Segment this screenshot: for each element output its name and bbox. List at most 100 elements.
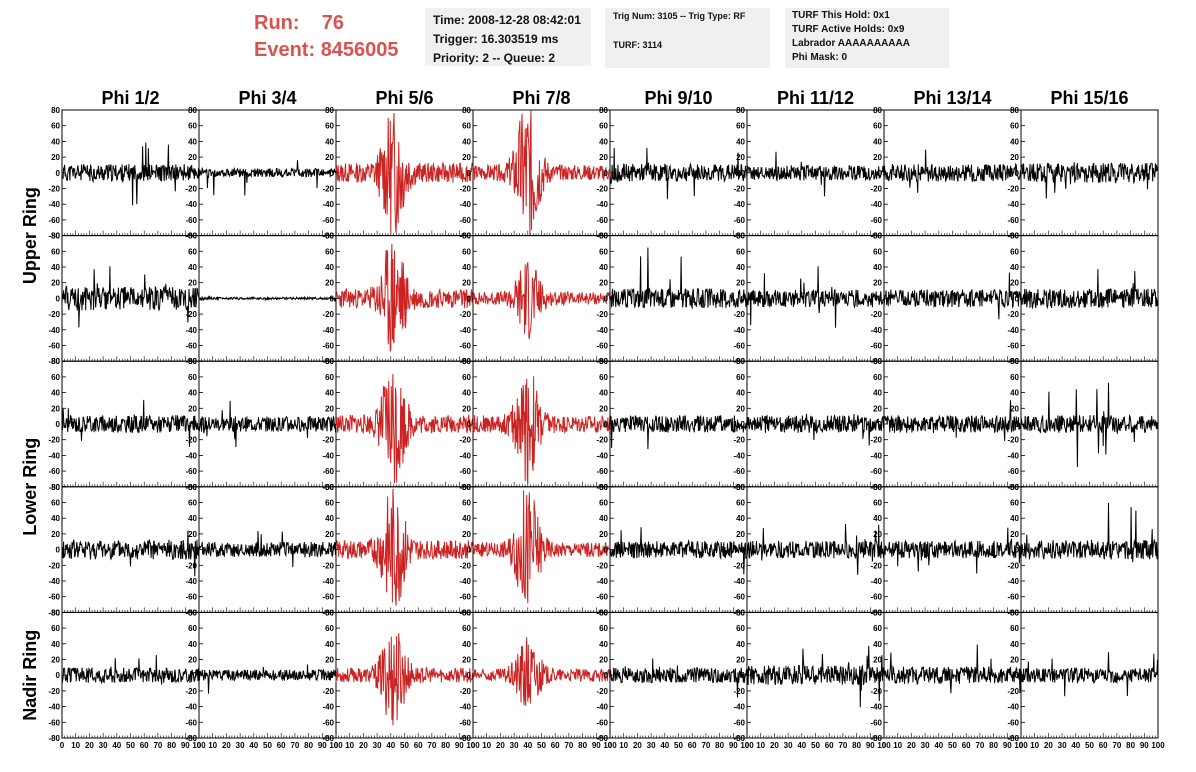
y-tick-label: -40 [459, 703, 471, 712]
x-tick-label: 50 [674, 741, 683, 750]
x-tick-label: 100 [466, 741, 480, 750]
y-tick-label: 20 [51, 404, 60, 413]
y-tick-label: 80 [325, 608, 334, 617]
x-tick-label: 70 [1112, 741, 1121, 750]
y-tick-label: 40 [51, 389, 60, 398]
waveform-panel: -80 -60 -40 -20 0 20 40 60 80 [596, 357, 748, 492]
y-tick-label: -80 [1007, 483, 1019, 492]
y-tick-label: 80 [1010, 608, 1019, 617]
waveform-trace [609, 247, 748, 310]
y-tick-label: -20 [322, 185, 334, 194]
waveform-trace [198, 400, 337, 448]
y-tick-label: -20 [459, 436, 471, 445]
y-tick-label: 40 [325, 263, 334, 272]
waveform-panel: -80 -60 -40 -20 0 20 40 60 80 [322, 106, 474, 241]
y-tick-label: 20 [1010, 404, 1019, 413]
y-tick-label: -40 [48, 451, 60, 460]
waveform-trace [746, 151, 885, 197]
x-tick-label: 100 [329, 741, 343, 750]
x-tick-label: 90 [318, 741, 327, 750]
y-tick-label: 20 [736, 530, 745, 539]
y-tick-label: -60 [596, 718, 608, 727]
column-header: Phi 11/12 [777, 88, 854, 108]
y-tick-label: 20 [325, 656, 334, 665]
y-tick-label: 60 [462, 624, 471, 633]
y-tick-label: 40 [873, 137, 882, 146]
waveform-trace [609, 147, 748, 200]
x-tick-label: 90 [181, 741, 190, 750]
y-tick-label: -40 [1007, 703, 1019, 712]
x-tick-label: 10 [71, 741, 80, 750]
y-tick-label: -40 [733, 200, 745, 209]
y-tick-label: 0 [1015, 420, 1020, 429]
y-tick-label: 80 [873, 232, 882, 241]
y-tick-label: 0 [193, 169, 198, 178]
turf-hold-text: TURF This Hold: 0x1 [792, 10, 890, 21]
y-tick-label: 0 [56, 294, 61, 303]
y-tick-label: -80 [870, 608, 882, 617]
y-tick-label: -20 [185, 687, 197, 696]
y-tick-label: 80 [188, 232, 197, 241]
y-tick-label: 20 [599, 279, 608, 288]
y-tick-label: 60 [51, 247, 60, 256]
y-tick-label: -60 [733, 342, 745, 351]
x-tick-label: 40 [660, 741, 669, 750]
y-tick-label: -80 [596, 232, 608, 241]
waveform-trace [746, 413, 885, 446]
y-tick-label: -80 [185, 232, 197, 241]
x-tick-label: 20 [359, 741, 368, 750]
x-tick-label: 50 [126, 741, 135, 750]
y-tick-label: 0 [1015, 546, 1020, 555]
y-tick-label: -60 [1007, 718, 1019, 727]
waveform-panel: -80 -60 -40 -20 0 20 40 60 80 0 10 20 30 40 50 60 70 80 90… [596, 608, 754, 750]
y-tick-label: -40 [459, 577, 471, 586]
y-tick-label: -20 [185, 436, 197, 445]
y-tick-label: -20 [870, 561, 882, 570]
x-tick-label: 40 [934, 741, 943, 750]
y-tick-label: 40 [599, 389, 608, 398]
y-tick-label: -20 [1007, 185, 1019, 194]
waveform-trace [883, 272, 1022, 320]
waveform-panel: -80 -60 -40 -20 0 20 40 60 80 [596, 106, 748, 241]
phi-mask-text: Phi Mask: 0 [792, 52, 848, 63]
y-tick-label: -60 [459, 216, 471, 225]
x-tick-label: 100 [192, 741, 206, 750]
y-tick-label: -80 [48, 734, 60, 743]
y-tick-label: 60 [599, 373, 608, 382]
waveform-trace [609, 414, 748, 450]
x-tick-label: 10 [345, 741, 354, 750]
y-tick-label: 60 [1010, 624, 1019, 633]
y-tick-label: -40 [733, 577, 745, 586]
x-tick-label: 30 [373, 741, 382, 750]
y-tick-label: 80 [51, 483, 60, 492]
waveform-panel: -80 -60 -40 -20 0 20 40 60 80 [733, 357, 885, 492]
waveform-panel: -80 -60 -40 -20 0 20 40 60 80 [322, 357, 474, 492]
y-tick-label: -60 [733, 593, 745, 602]
y-tick-label: -40 [48, 577, 60, 586]
y-tick-label: -20 [1007, 310, 1019, 319]
y-tick-label: 0 [193, 546, 198, 555]
y-tick-label: -60 [1007, 467, 1019, 476]
trigger-info-box: Trig Num: 3105 -- Trig Type: RF TURF: 31… [605, 8, 770, 68]
run-value: 76 [321, 12, 345, 34]
y-tick-label: 60 [325, 247, 334, 256]
y-tick-label: -60 [48, 467, 60, 476]
x-tick-label: 100 [1014, 741, 1028, 750]
y-tick-label: 60 [1010, 247, 1019, 256]
y-tick-label: -20 [459, 561, 471, 570]
y-tick-label: 20 [873, 656, 882, 665]
y-tick-label: -60 [48, 593, 60, 602]
y-tick-label: -20 [733, 310, 745, 319]
y-tick-label: 0 [604, 546, 609, 555]
y-tick-label: 80 [1010, 106, 1019, 115]
y-tick-label: 60 [462, 247, 471, 256]
waveform-panel: -80 -60 -40 -20 0 20 40 60 80 [596, 483, 748, 617]
waveform-trace [746, 266, 885, 328]
y-tick-label: 40 [462, 514, 471, 523]
y-tick-label: -20 [596, 561, 608, 570]
waveform-trace [335, 243, 474, 352]
y-tick-label: -20 [459, 310, 471, 319]
waveform-panel: -80 -60 -40 -20 0 20 40 60 80 [48, 106, 200, 241]
waveform-trace [335, 112, 474, 235]
